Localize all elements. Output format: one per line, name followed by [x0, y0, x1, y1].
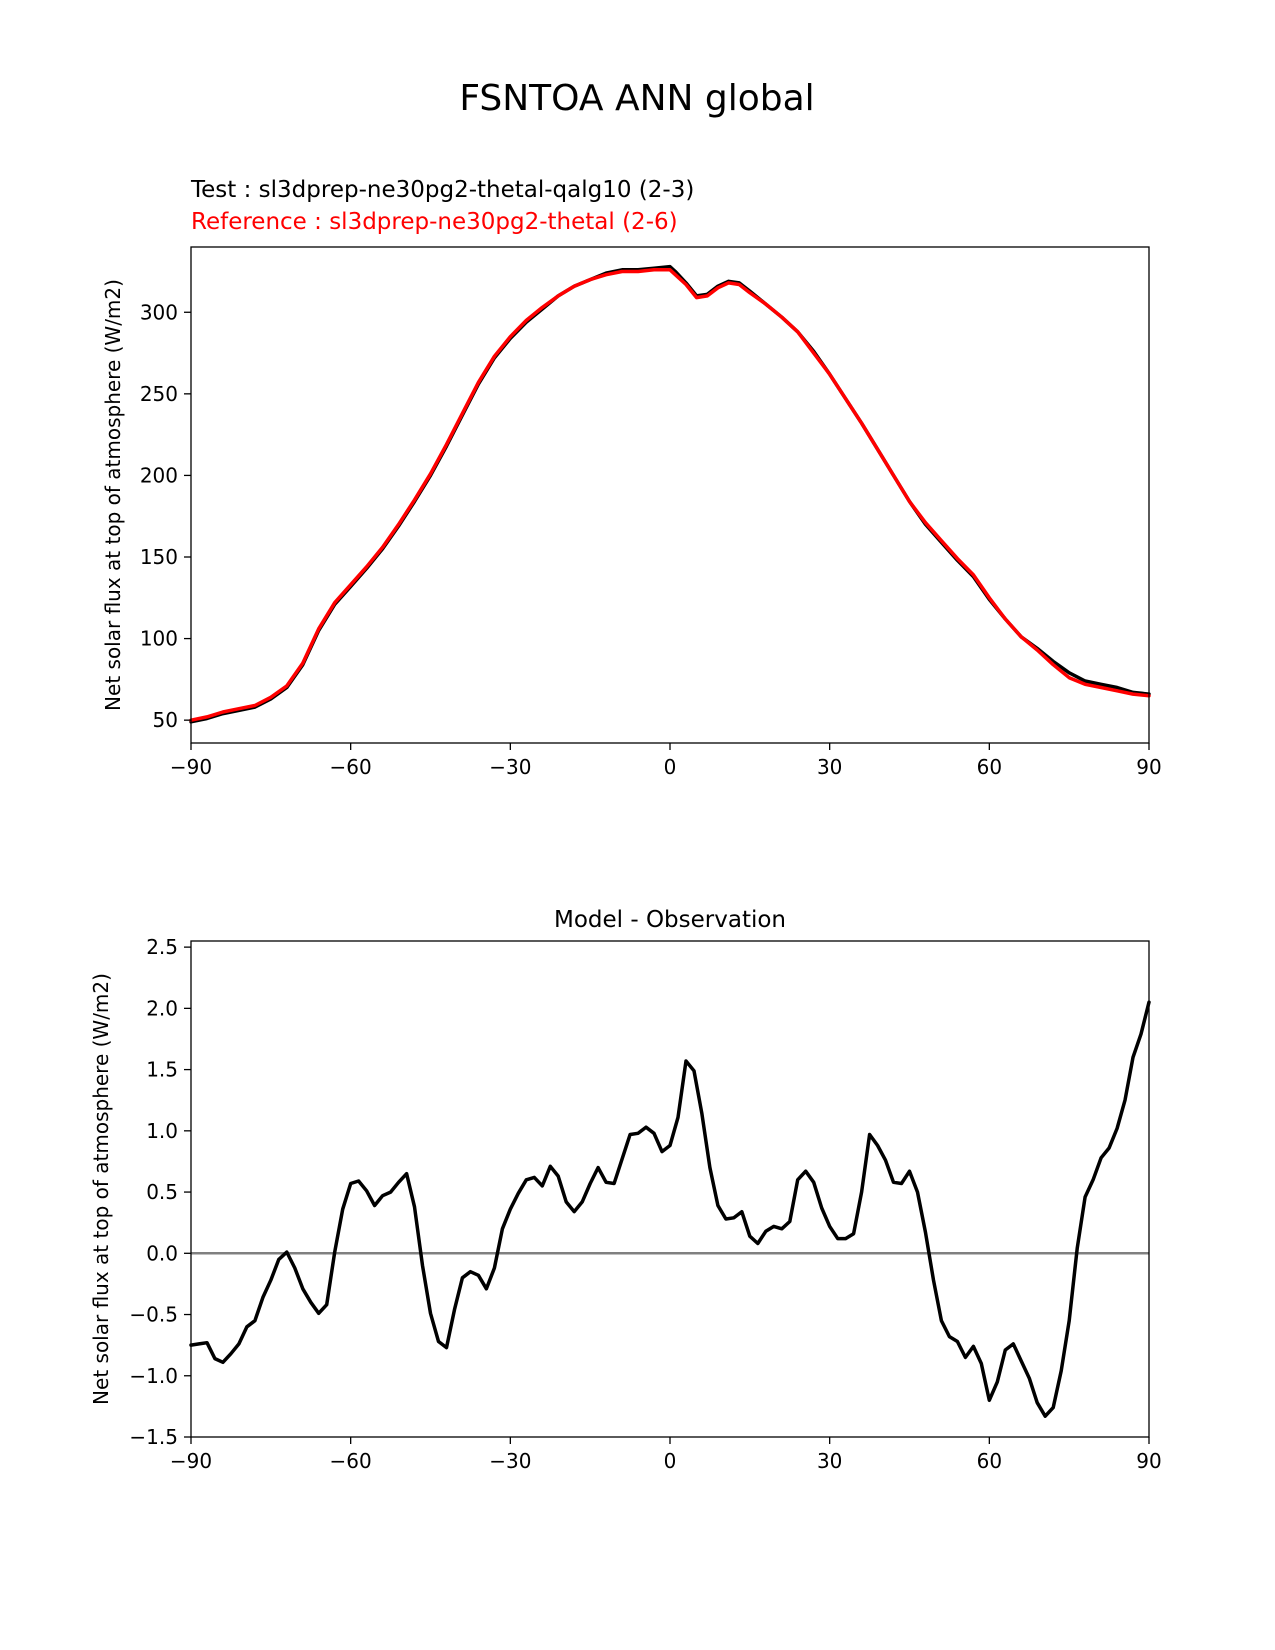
x-tick-label: 0	[664, 755, 677, 779]
x-tick-label: 60	[977, 755, 1002, 779]
bottom-panel-title: Model - Observation	[554, 907, 786, 933]
top-panel: Test : sl3dprep-ne30pg2-thetal-qalg10 (2…	[101, 177, 1162, 779]
y-tick-label: 300	[140, 300, 178, 324]
top-y-axis-label: Net solar flux at top of atmosphere (W/m…	[101, 279, 125, 711]
top-plot-frame	[190, 246, 1150, 744]
top-x-axis: −90 −60 −30 0 30 60 90	[170, 743, 1162, 779]
y-tick-label: 100	[140, 627, 178, 651]
x-tick-label: −30	[489, 1449, 531, 1473]
series-line-test	[189, 264, 1151, 724]
y-tick-label: 50	[153, 708, 178, 732]
bottom-x-axis: −90 −60 −30 0 30 60 90	[170, 1437, 1162, 1473]
x-tick-label: 30	[817, 1449, 842, 1473]
series-line-difference	[189, 1000, 1151, 1418]
y-tick-label: −1.5	[129, 1425, 178, 1449]
y-tick-label: 200	[140, 463, 178, 487]
y-tick-label: 0.5	[146, 1180, 178, 1204]
bottom-y-axis-label: Net solar flux at top of atmosphere (W/m…	[89, 973, 113, 1405]
top-y-axis: 50 100 150 200 250 300	[140, 300, 191, 732]
x-tick-label: 30	[817, 755, 842, 779]
reference-label: Reference : sl3dprep-ne30pg2-thetal (2-6…	[191, 209, 678, 235]
x-tick-label: −30	[489, 755, 531, 779]
bottom-series-lines	[189, 1000, 1151, 1418]
series-line-reference	[189, 268, 1151, 722]
x-tick-label: −90	[170, 755, 212, 779]
x-tick-label: 90	[1136, 1449, 1161, 1473]
y-tick-label: 2.0	[146, 996, 178, 1020]
y-tick-label: 1.0	[146, 1119, 178, 1143]
y-tick-label: 1.5	[146, 1058, 178, 1082]
x-tick-label: −60	[330, 1449, 372, 1473]
x-tick-label: 60	[977, 1449, 1002, 1473]
y-tick-label: 250	[140, 382, 178, 406]
bottom-y-axis: −1.5 −1.0 −0.5 0.0 0.5 1.0 1.5 2.0 2.5	[129, 935, 191, 1449]
figure-title: FSNTOA ANN global	[459, 78, 814, 119]
top-series-lines	[189, 264, 1151, 724]
x-tick-label: 90	[1136, 755, 1161, 779]
test-label: Test : sl3dprep-ne30pg2-thetal-qalg10 (2…	[190, 177, 694, 203]
y-tick-label: 0.0	[146, 1241, 178, 1265]
y-tick-label: 150	[140, 545, 178, 569]
bottom-plot-frame	[190, 940, 1150, 1438]
x-tick-label: 0	[664, 1449, 677, 1473]
y-tick-label: −1.0	[129, 1364, 178, 1388]
bottom-panel: Model - Observation −90 −60 −30 0 30 60 90 −1.…	[89, 907, 1162, 1473]
y-tick-label: 2.5	[146, 935, 178, 959]
x-tick-label: −60	[330, 755, 372, 779]
x-tick-label: −90	[170, 1449, 212, 1473]
y-tick-label: −0.5	[129, 1303, 178, 1327]
